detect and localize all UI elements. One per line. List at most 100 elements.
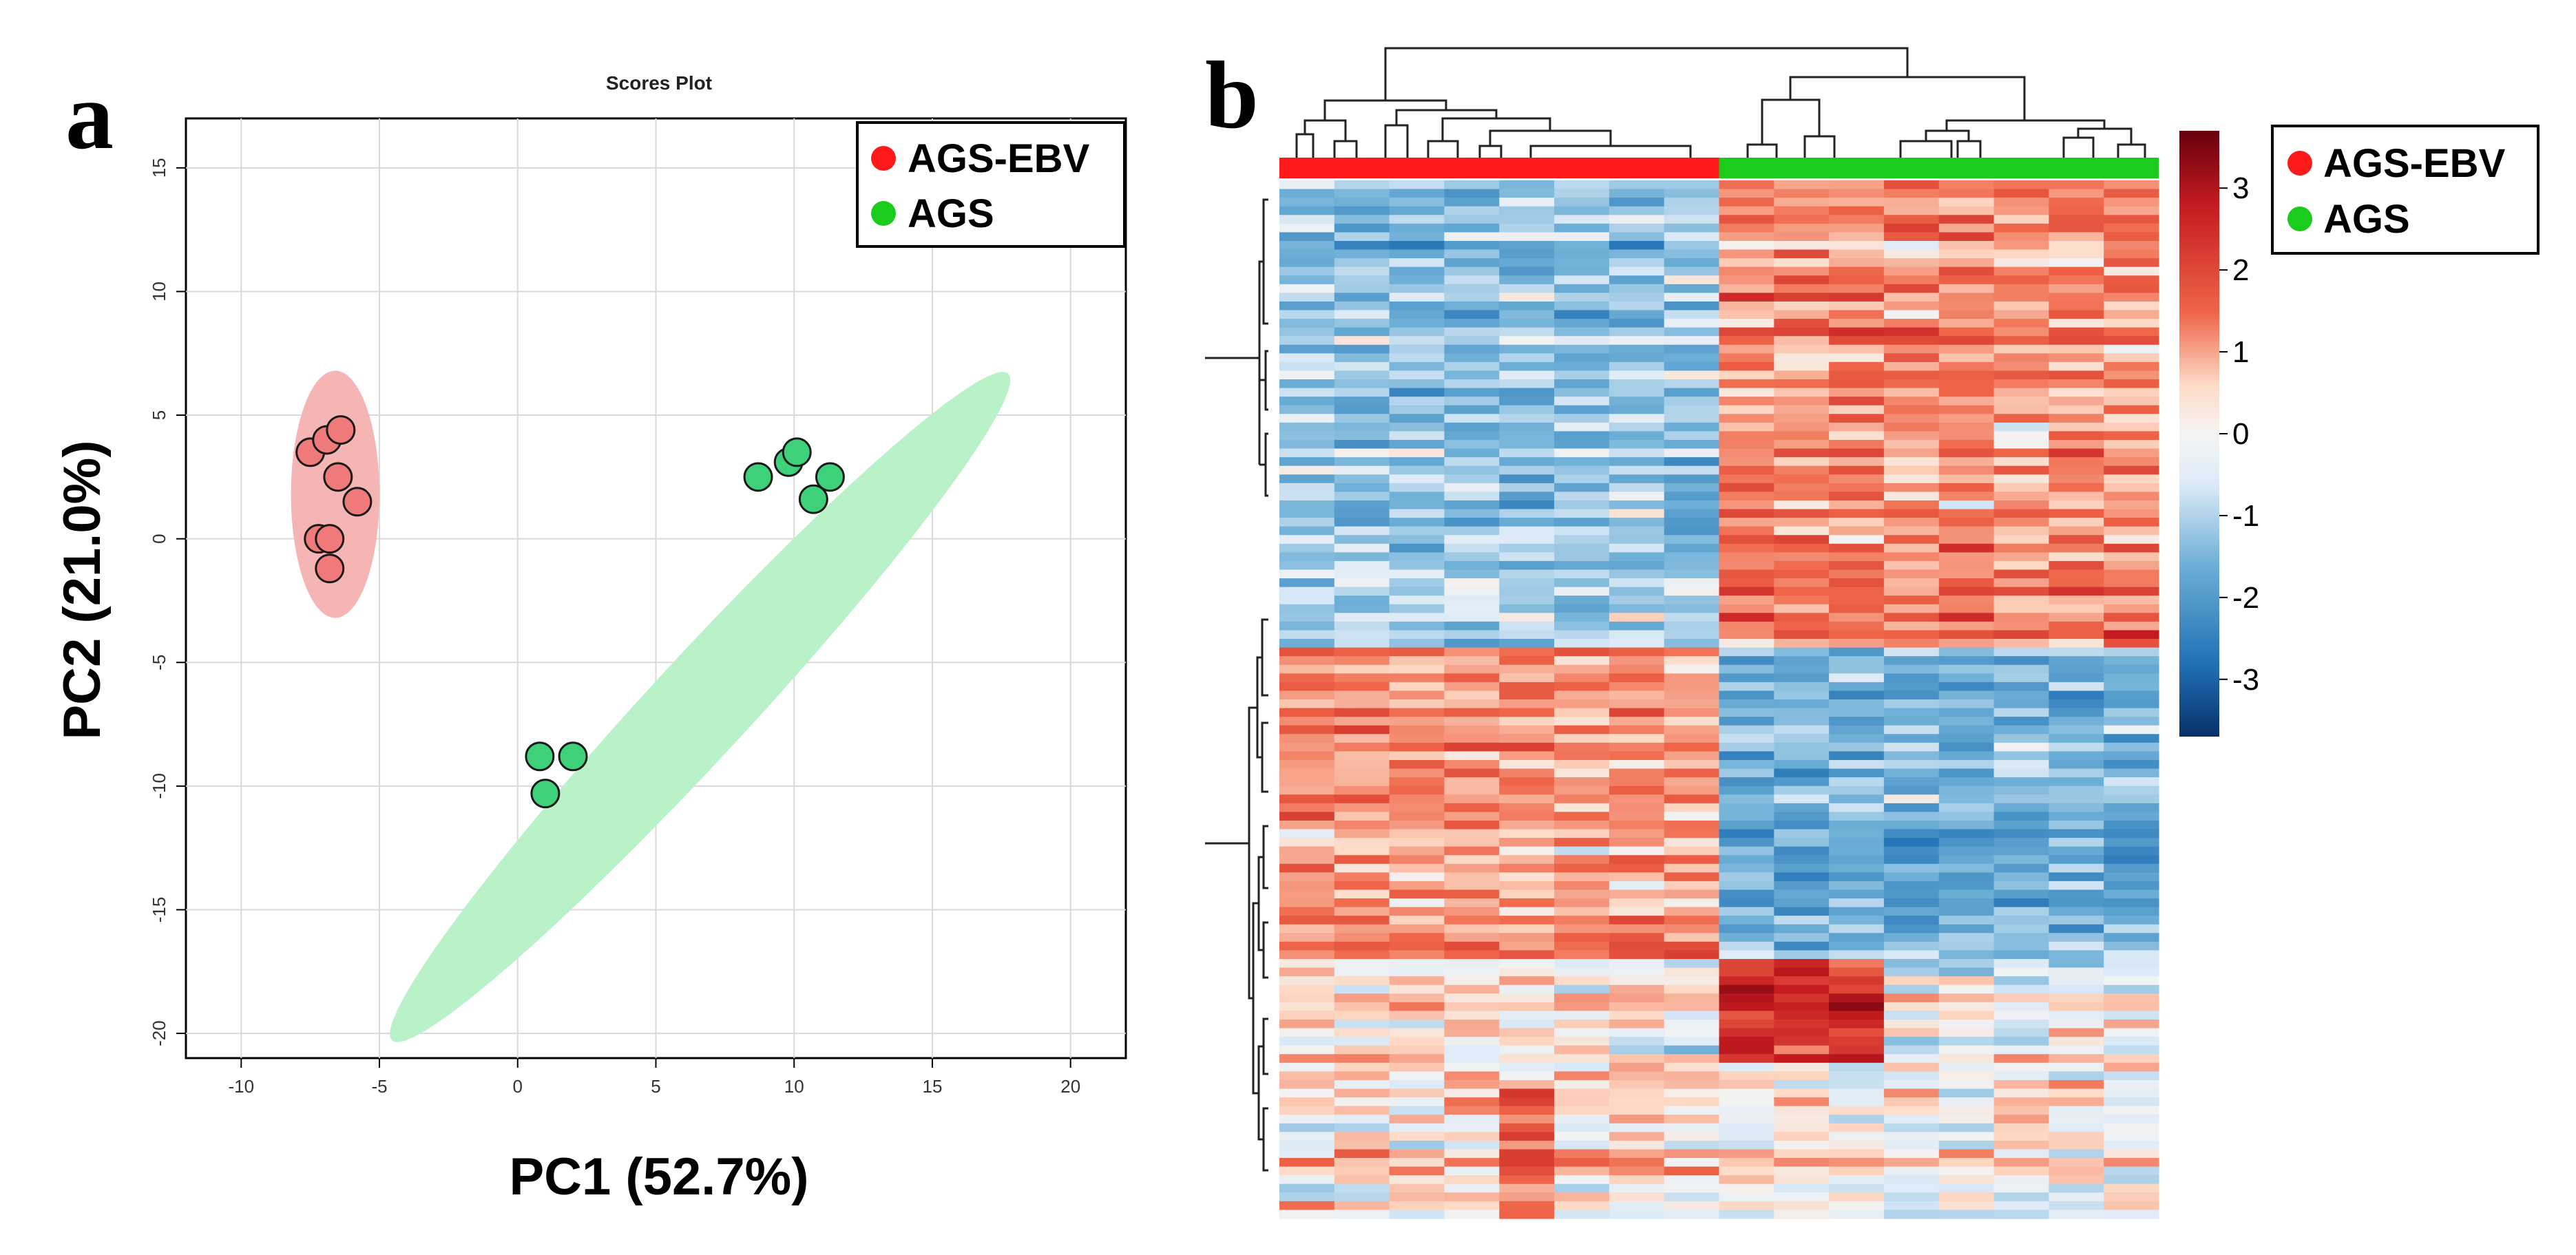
heatmap-cell xyxy=(1389,361,1445,372)
y-tick-label: -15 xyxy=(149,897,169,923)
heatmap-cell xyxy=(1444,820,1500,830)
heatmap-cell xyxy=(1938,258,1995,268)
heatmap-cell xyxy=(1664,785,1720,795)
heatmap-cell xyxy=(1774,976,1830,986)
heatmap-cell xyxy=(1774,941,1830,951)
heatmap-cell xyxy=(1499,673,1555,683)
heatmap-cell xyxy=(1279,959,1335,969)
heatmap-cell xyxy=(1938,717,1995,726)
heatmap-cell xyxy=(1993,414,2049,423)
heatmap-cell xyxy=(1993,189,2049,198)
heatmap-cell xyxy=(1829,1037,1885,1046)
heatmap-cell xyxy=(1499,206,1555,215)
heatmap-cell xyxy=(2104,327,2159,337)
heatmap-cell xyxy=(1938,319,1995,328)
heatmap-cell xyxy=(1389,569,1445,579)
heatmap-cell xyxy=(1499,768,1555,778)
heatmap-cell xyxy=(1719,690,1774,700)
heatmap-cell xyxy=(1664,319,1720,328)
heatmap-cell xyxy=(1334,1037,1390,1046)
heatmap-cell xyxy=(1883,379,1940,389)
heatmap-cell xyxy=(1774,198,1830,207)
heatmap-cell xyxy=(1883,344,1940,354)
heatmap-cell xyxy=(1389,1166,1445,1176)
heatmap-cell xyxy=(1499,457,1555,467)
heatmap-cell xyxy=(1334,1079,1390,1090)
heatmap-cell xyxy=(2049,422,2104,432)
heatmap-cell xyxy=(1829,898,1885,908)
heatmap-cell xyxy=(1279,1115,1335,1124)
heatmap-cell xyxy=(1774,379,1830,389)
heatmap-cell xyxy=(1609,613,1665,622)
heatmap-cell xyxy=(1554,1088,1610,1098)
heatmap-cell xyxy=(2104,344,2159,354)
heatmap-cell xyxy=(1609,647,1665,657)
heatmap-cell xyxy=(1499,543,1555,553)
heatmap-cell xyxy=(1774,1106,1830,1115)
heatmap-cell xyxy=(1829,768,1885,778)
heatmap-cell xyxy=(1389,275,1445,285)
heatmap-cell xyxy=(1664,855,1720,865)
heatmap-cell xyxy=(1774,518,1830,527)
heatmap-cell xyxy=(1444,370,1500,380)
heatmap-cell xyxy=(1279,457,1335,467)
heatmap-cell xyxy=(1719,293,1774,302)
heatmap-cell xyxy=(1334,794,1390,804)
heatmap-cell xyxy=(1389,1140,1445,1150)
heatmap-cell xyxy=(1444,1011,1500,1020)
heatmap-cell xyxy=(1938,682,1995,692)
heatmap-cell xyxy=(1389,768,1445,778)
heatmap-cell xyxy=(1719,717,1774,726)
heatmap-cell xyxy=(2049,327,2104,337)
heatmap-cell xyxy=(1664,794,1720,804)
heatmap-cell xyxy=(2049,474,2104,484)
heatmap-cell xyxy=(1719,863,1774,873)
heatmap-cell xyxy=(1279,215,1335,224)
heatmap-cell xyxy=(1719,1183,1774,1193)
heatmap-cell xyxy=(1774,1088,1830,1098)
heatmap-cell xyxy=(1719,1158,1774,1168)
heatmap-cell xyxy=(2104,397,2159,406)
heatmap-cell xyxy=(1279,880,1335,891)
heatmap-cell xyxy=(1609,492,1665,501)
heatmap-cell xyxy=(1774,1011,1830,1020)
heatmap-cell xyxy=(1499,552,1555,562)
heatmap-cell xyxy=(1499,1097,1555,1107)
heatmap-cell xyxy=(1774,950,1830,960)
heatmap-cell xyxy=(1334,336,1390,346)
heatmap-cell xyxy=(1993,258,2049,268)
heatmap-cell xyxy=(1829,1002,1885,1011)
heatmap-cell xyxy=(1389,976,1445,986)
heatmap-cell xyxy=(1883,327,1940,337)
heatmap-cell xyxy=(1389,336,1445,346)
heatmap-cell xyxy=(1279,1132,1335,1141)
heatmap-cell xyxy=(1774,587,1830,596)
heatmap-cell xyxy=(2049,647,2104,657)
heatmap-cell xyxy=(1279,872,1335,882)
heatmap-cell xyxy=(1993,448,2049,458)
heatmap-cell xyxy=(1774,785,1830,795)
heatmap-cell xyxy=(1609,509,1665,518)
heatmap-cell xyxy=(1938,457,1995,467)
heatmap-cell xyxy=(2104,448,2159,458)
heatmap-cell xyxy=(1334,1062,1390,1072)
heatmap-cell xyxy=(1389,889,1445,899)
heatmap-cell xyxy=(2049,569,2104,579)
heatmap-cell xyxy=(1774,759,1830,770)
panel-a: a Scores Plot -10 -5 0 5 10 15 20 -20-15-10-50… xyxy=(53,63,1127,1206)
heatmap-cell xyxy=(1993,1158,2049,1168)
heatmap-cell xyxy=(1554,388,1610,397)
heatmap-cell xyxy=(2049,587,2104,596)
heatmap-cell xyxy=(1883,768,1940,778)
heatmap-cell xyxy=(1334,431,1390,441)
color-scale-gradient xyxy=(2179,131,2219,737)
heatmap-cell xyxy=(2049,249,2104,259)
heatmap-cell xyxy=(1829,336,1885,346)
heatmap-cell xyxy=(1444,682,1500,692)
heatmap-cell xyxy=(1993,898,2049,908)
heatmap-cell xyxy=(1993,492,2049,501)
heatmap-cell xyxy=(1609,639,1665,648)
heatmap-cell xyxy=(1774,370,1830,380)
heatmap-cell xyxy=(1774,794,1830,804)
heatmap-cell xyxy=(1389,1011,1445,1020)
